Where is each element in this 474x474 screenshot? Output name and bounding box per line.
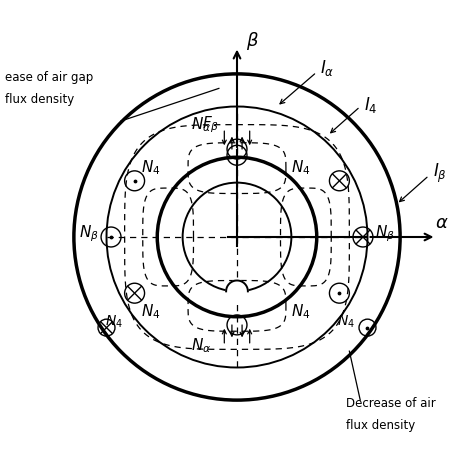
Text: $N_{4}$: $N_{4}$ — [141, 159, 161, 177]
Text: $N_{4}$: $N_{4}$ — [337, 313, 355, 329]
Text: $N_{4}$: $N_{4}$ — [141, 302, 161, 320]
Text: ease of air gap: ease of air gap — [5, 71, 93, 84]
Text: $I_{4}$: $I_{4}$ — [364, 95, 377, 115]
Text: $I_{\beta}$: $I_{\beta}$ — [433, 162, 447, 185]
Text: $I_{\alpha}$: $I_{\alpha}$ — [320, 58, 335, 79]
Text: $N_{4}$: $N_{4}$ — [292, 302, 311, 320]
Text: flux density: flux density — [346, 419, 415, 432]
Text: $N_{4}$: $N_{4}$ — [105, 313, 123, 329]
Text: $N_{\beta}$: $N_{\beta}$ — [80, 223, 99, 244]
Text: $\beta$: $\beta$ — [246, 30, 259, 52]
Text: $N_{\beta}$: $N_{\beta}$ — [375, 223, 394, 244]
Text: $F_{\beta}$: $F_{\beta}$ — [201, 114, 219, 135]
Text: Decrease of air: Decrease of air — [346, 397, 436, 410]
Text: flux density: flux density — [5, 93, 74, 106]
Text: $\alpha$: $\alpha$ — [435, 214, 448, 232]
Text: $N_{\alpha}$: $N_{\alpha}$ — [191, 337, 211, 356]
Circle shape — [226, 281, 248, 302]
Text: $N_{\alpha}$: $N_{\alpha}$ — [191, 115, 211, 134]
Text: $N_{4}$: $N_{4}$ — [292, 159, 311, 177]
